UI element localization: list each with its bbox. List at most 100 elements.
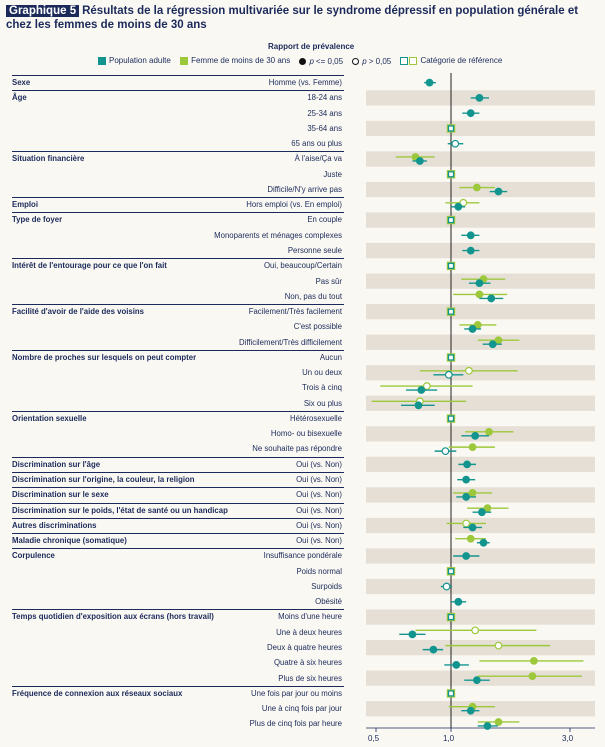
row-separator bbox=[12, 90, 344, 92]
table-row: Une à deux heures bbox=[0, 625, 605, 640]
table-row: 65 ans ou plus bbox=[0, 136, 605, 151]
category-label: Intérêt de l'entourage pour ce que l'on … bbox=[12, 261, 167, 271]
row-band bbox=[366, 120, 595, 137]
population-point bbox=[472, 676, 481, 685]
population-point bbox=[462, 475, 471, 484]
category-label: Fréquence de connexion aux réseaux socia… bbox=[12, 688, 183, 698]
x-tick-label: 3,0 bbox=[562, 734, 574, 743]
row-band bbox=[366, 426, 595, 442]
modality-label: Six ou plus bbox=[303, 398, 342, 408]
population-point bbox=[466, 706, 475, 715]
modality-label: Ne souhaite pas répondre bbox=[252, 444, 342, 454]
legend-item-nonsignificant: p > 0,05 bbox=[352, 57, 391, 66]
reference-square-femmes bbox=[446, 414, 456, 423]
modality-label: Oui (vs. Non) bbox=[296, 536, 342, 546]
table-row: Autres discriminations Oui (vs. Non) bbox=[0, 517, 605, 533]
table-row: Type de foyer En couple bbox=[0, 212, 605, 227]
table-row: Non, pas du tout bbox=[0, 289, 605, 304]
femmes-point bbox=[465, 366, 473, 375]
reference-square-population bbox=[447, 613, 455, 621]
modality-label: Plus de six heures bbox=[278, 673, 342, 683]
modality-label: Homo- ou bisexuelle bbox=[270, 429, 342, 439]
population-point bbox=[466, 231, 475, 240]
row-band bbox=[366, 517, 595, 534]
category-label: Corpulence bbox=[12, 551, 55, 561]
population-point bbox=[441, 447, 450, 456]
modality-label: À l'aise/Ça va bbox=[294, 154, 342, 164]
population-point bbox=[494, 187, 503, 196]
filled-circle-icon bbox=[299, 57, 307, 65]
population-point bbox=[488, 340, 497, 349]
legend-item-population: Population adulte bbox=[98, 56, 171, 65]
population-point bbox=[471, 431, 480, 440]
modality-label: Poids normal bbox=[296, 566, 342, 576]
table-row: Discrimination sur l'âge Oui (vs. Non) bbox=[0, 456, 605, 472]
reference-square-population bbox=[447, 262, 455, 270]
row-band bbox=[366, 304, 595, 320]
reference-square-population bbox=[447, 354, 455, 361]
population-point bbox=[468, 325, 477, 333]
femmes-point bbox=[468, 443, 477, 452]
modality-label: Oui (vs. Non) bbox=[296, 459, 342, 469]
table-row: Obésité bbox=[0, 594, 605, 609]
modality-label: 35-64 ans bbox=[307, 123, 342, 133]
reference-square-femmes bbox=[446, 170, 456, 179]
row-separator bbox=[12, 197, 344, 199]
table-row: Difficile/N'y arrive pas bbox=[0, 182, 605, 197]
population-point bbox=[462, 493, 471, 501]
table-row: Quatre à six heures bbox=[0, 655, 605, 670]
reference-square-population bbox=[447, 171, 455, 178]
table-row: 25-34 ans bbox=[0, 106, 605, 121]
row-separator bbox=[12, 456, 344, 458]
table-row: Discrimination sur le poids, l'état de s… bbox=[0, 502, 605, 518]
modality-label: Oui (vs. Non) bbox=[296, 505, 342, 515]
table-row: Une à cinq fois par jour bbox=[0, 701, 605, 716]
modality-label: Oui (vs. Non) bbox=[296, 475, 342, 485]
population-point bbox=[477, 508, 486, 517]
modality-label: Juste bbox=[323, 169, 342, 179]
row-band bbox=[366, 334, 595, 350]
modality-label: Surpoids bbox=[311, 581, 342, 591]
row-separator bbox=[12, 609, 344, 611]
femmes-point bbox=[494, 718, 503, 726]
category-label: Discrimination sur l'âge bbox=[12, 459, 101, 469]
femmes-point bbox=[466, 534, 475, 543]
table-row: Corpulence Insuffisance pondérale bbox=[0, 548, 605, 563]
table-row: Intérêt de l'entourage pour ce que l'on … bbox=[0, 258, 605, 273]
row-band bbox=[366, 548, 595, 564]
row-separator bbox=[12, 502, 344, 504]
modality-label: Monoparents et ménages complexes bbox=[214, 230, 342, 240]
reference-square-population bbox=[447, 308, 455, 315]
modality-label: Une à cinq fois par jour bbox=[261, 704, 342, 714]
table-row: Situation financière À l'aise/Ça va bbox=[0, 151, 605, 166]
population-point bbox=[444, 370, 453, 379]
row-separator bbox=[12, 533, 344, 535]
row-band bbox=[366, 578, 595, 595]
table-row: Discrimination sur le sexe Oui (vs. Non) bbox=[0, 487, 605, 502]
table-row: Fréquence de connexion aux réseaux socia… bbox=[0, 685, 605, 701]
row-separator bbox=[12, 75, 344, 76]
population-point bbox=[451, 139, 460, 148]
row-separator bbox=[12, 472, 344, 474]
table-row: 35-64 ans bbox=[0, 121, 605, 136]
reference-square-population bbox=[447, 415, 455, 422]
row-band bbox=[366, 670, 595, 686]
population-point bbox=[475, 94, 484, 102]
modality-label: Une fois par jour ou moins bbox=[250, 688, 342, 698]
reference-square-population bbox=[447, 568, 455, 575]
row-band bbox=[366, 181, 595, 198]
table-row: Maladie chronique (somatique) Oui (vs. No… bbox=[0, 533, 605, 548]
row-band bbox=[366, 242, 595, 259]
reference-square-population bbox=[447, 125, 455, 132]
table-row: Juste bbox=[0, 167, 605, 182]
category-label: Maladie chronique (somatique) bbox=[12, 536, 127, 546]
row-separator bbox=[12, 517, 344, 519]
modality-label: Plus de cinq fois par heure bbox=[249, 719, 342, 729]
category-label: Discrimination sur le sexe bbox=[12, 490, 109, 500]
femmes-point bbox=[494, 641, 503, 650]
legend-title: Rapport de prévalence bbox=[268, 42, 355, 51]
table-row: Discrimination sur l'origine, la couleur… bbox=[0, 472, 605, 487]
population-point bbox=[442, 582, 451, 591]
femmes-point bbox=[528, 672, 537, 681]
table-row: Un ou deux bbox=[0, 365, 605, 380]
